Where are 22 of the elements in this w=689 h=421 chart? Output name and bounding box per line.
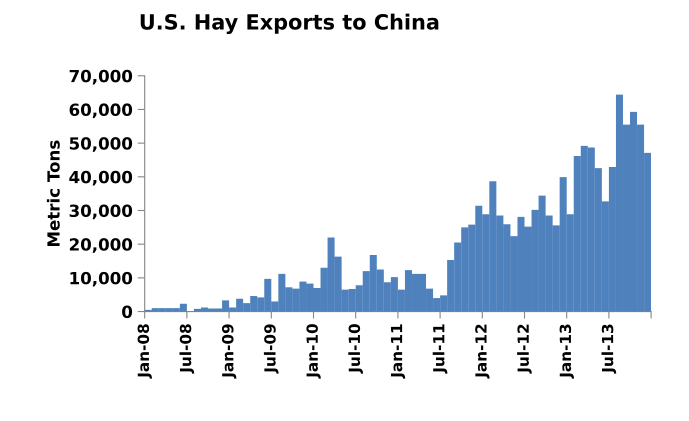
y-tick-label: 20,000 bbox=[70, 238, 132, 253]
y-axis-title: Metric Tons bbox=[46, 140, 60, 246]
y-tick-label: 10,000 bbox=[70, 272, 132, 287]
y-tick-label: 60,000 bbox=[70, 103, 132, 118]
x-tick-label: Jul-09 bbox=[264, 324, 279, 374]
x-tick-label: Jan-08 bbox=[138, 324, 152, 379]
x-tick-label: Jan-12 bbox=[475, 324, 490, 379]
chart-title: U.S. Hay Exports to China bbox=[140, 14, 438, 34]
y-tick-label: 70,000 bbox=[70, 70, 132, 84]
y-tick-label: 40,000 bbox=[69, 170, 132, 186]
x-tick-label: Jul-13 bbox=[602, 324, 616, 374]
y-tick-label: 30,000 bbox=[70, 204, 132, 220]
x-tick-label: Jan-13 bbox=[560, 324, 574, 379]
y-tick-label: 50,000 bbox=[70, 137, 132, 152]
x-tick-label: Jul-08 bbox=[180, 324, 194, 374]
x-tick-label: Jan-11 bbox=[390, 324, 406, 379]
x-tick-label: Jan-10 bbox=[306, 324, 321, 379]
x-tick-label: Jul-10 bbox=[348, 324, 363, 374]
x-tick-label: Jan-09 bbox=[222, 324, 236, 379]
y-tick-label: 0 bbox=[122, 306, 132, 318]
x-tick-label: Jul-11 bbox=[432, 324, 448, 374]
x-tick-label: Jul-12 bbox=[517, 324, 532, 374]
